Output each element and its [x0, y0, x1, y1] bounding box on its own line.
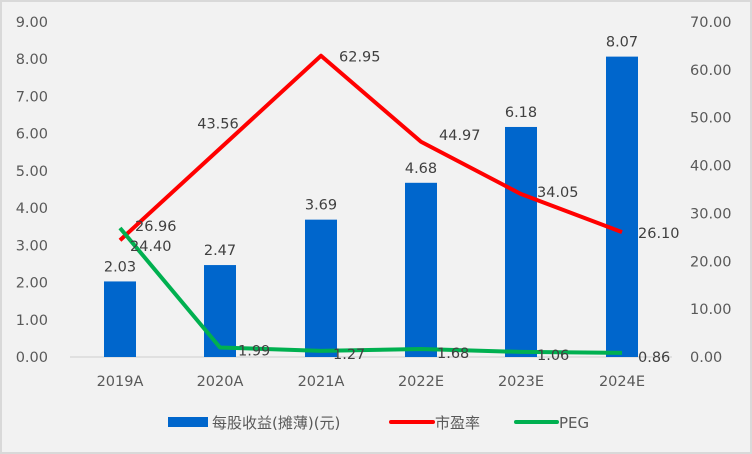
eps-bar [505, 126, 537, 357]
right-tick-label: 20.00 [690, 254, 732, 270]
x-category-label: 2019A [97, 374, 144, 390]
pe-value-label: 34.05 [537, 185, 579, 201]
left-tick-label: 2.00 [16, 276, 48, 292]
eps-value-label: 8.07 [606, 35, 638, 51]
x-axis-categories: 2019A 2020A 2021A 2022E 2023E 2024E [97, 374, 645, 390]
eps-bar [305, 219, 337, 357]
eps-bar [606, 56, 638, 357]
pe-value-label: 26.10 [638, 226, 680, 242]
left-tick-label: 5.00 [16, 164, 48, 180]
legend-eps-label: 每股收益(摊薄)(元) [212, 414, 340, 432]
eps-value-label: 2.47 [204, 243, 236, 259]
eps-bar [405, 182, 437, 357]
peg-value-label: 1.27 [333, 347, 365, 363]
x-category-label: 2022E [398, 374, 444, 390]
pe-data-labels: 24.40 43.56 62.95 44.97 34.05 26.10 [130, 50, 680, 255]
eps-bar [204, 265, 236, 357]
eps-data-labels: 2.03 2.47 3.69 4.68 6.18 8.07 [104, 35, 638, 276]
eps-value-label: 3.69 [305, 198, 337, 214]
x-category-label: 2023E [498, 374, 544, 390]
pe-value-label: 62.95 [339, 50, 381, 66]
right-tick-label: 50.00 [690, 111, 732, 127]
right-axis-ticks: 0.00 10.00 20.00 30.00 40.00 50.00 60.00 70.00 [690, 15, 732, 366]
peg-value-label: 1.99 [238, 343, 270, 359]
right-tick-label: 40.00 [690, 159, 732, 175]
peg-data-labels: 26.96 1.99 1.27 1.68 1.06 0.86 [135, 219, 670, 366]
right-tick-label: 10.00 [690, 302, 732, 318]
legend: 每股收益(摊薄)(元) 市盈率 PEG [168, 414, 589, 432]
pe-value-label: 24.40 [130, 239, 172, 255]
peg-value-label: 0.86 [638, 350, 670, 366]
eps-value-label: 4.68 [405, 161, 437, 177]
eps-bars [104, 56, 638, 357]
eps-bar [104, 281, 136, 357]
left-tick-label: 4.00 [16, 201, 48, 217]
left-tick-label: 6.00 [16, 127, 48, 143]
left-tick-label: 7.00 [16, 89, 48, 105]
pe-value-label: 44.97 [439, 128, 481, 144]
peg-value-label: 1.68 [437, 346, 469, 362]
x-category-label: 2021A [298, 374, 345, 390]
right-tick-label: 0.00 [690, 350, 722, 366]
x-category-label: 2024E [599, 374, 645, 390]
right-tick-label: 70.00 [690, 15, 732, 31]
legend-pe-label: 市盈率 [435, 414, 480, 432]
left-tick-label: 0.00 [16, 350, 48, 366]
legend-peg-label: PEG [559, 414, 589, 432]
eps-value-label: 6.18 [505, 105, 537, 121]
left-tick-label: 9.00 [16, 15, 48, 31]
x-category-label: 2020A [197, 374, 244, 390]
legend-eps-swatch [168, 417, 208, 427]
peg-value-label: 1.06 [537, 348, 569, 364]
pe-value-label: 43.56 [197, 117, 239, 133]
right-tick-label: 60.00 [690, 63, 732, 79]
pe-line [118, 53, 623, 242]
eps-value-label: 2.03 [104, 259, 136, 275]
peg-line [118, 226, 623, 355]
right-tick-label: 30.00 [690, 206, 732, 222]
left-axis-ticks: 0.00 1.00 2.00 3.00 4.00 5.00 6.00 7.00 8.00 9.00 [16, 15, 48, 366]
left-tick-label: 1.00 [16, 313, 48, 329]
peg-value-label: 26.96 [135, 219, 177, 235]
left-tick-label: 3.00 [16, 238, 48, 254]
left-tick-label: 8.00 [16, 52, 48, 68]
